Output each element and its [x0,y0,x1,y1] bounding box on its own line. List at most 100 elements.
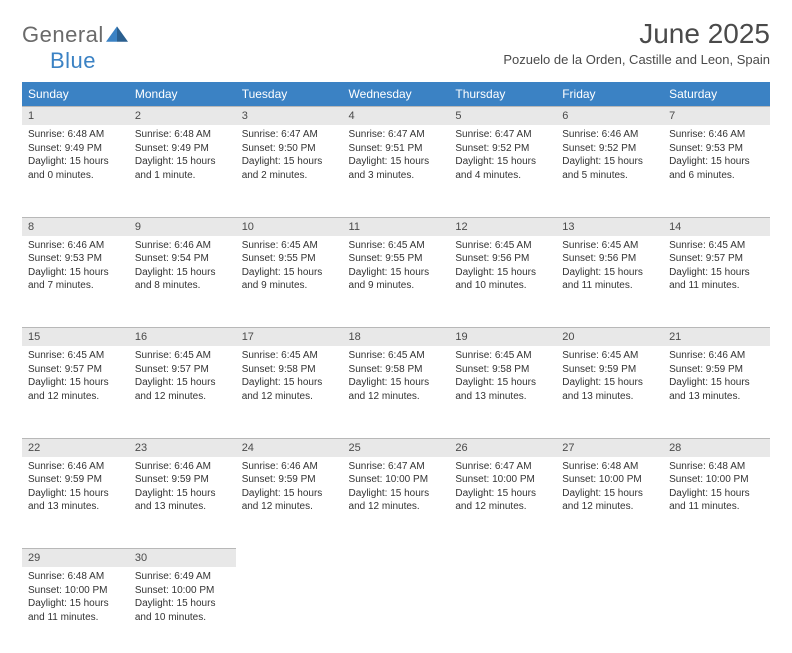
sunrise-line: Sunrise: 6:46 AM [242,460,337,474]
daylight-line: Daylight: 15 hours and 12 minutes. [562,487,657,514]
sunrise-line: Sunrise: 6:47 AM [455,128,550,142]
day-number-cell [449,549,556,568]
sunset-line: Sunset: 9:57 PM [28,363,123,377]
day-number-cell: 1 [22,107,129,126]
day-details: Sunrise: 6:45 AMSunset: 9:55 PMDaylight:… [236,236,343,299]
sunrise-line: Sunrise: 6:45 AM [562,349,657,363]
day-content-cell: Sunrise: 6:48 AMSunset: 10:00 PMDaylight… [663,457,770,543]
day-content-cell: Sunrise: 6:47 AMSunset: 9:50 PMDaylight:… [236,125,343,211]
day-content-cell: Sunrise: 6:46 AMSunset: 9:59 PMDaylight:… [663,346,770,432]
weekday-header: Sunday [22,82,129,107]
day-number-cell: 21 [663,328,770,347]
sunset-line: Sunset: 10:00 PM [349,473,444,487]
sunrise-line: Sunrise: 6:45 AM [242,239,337,253]
day-details: Sunrise: 6:47 AMSunset: 9:50 PMDaylight:… [236,125,343,188]
sunrise-line: Sunrise: 6:45 AM [135,349,230,363]
weekday-header: Friday [556,82,663,107]
logo-text-main: General [22,22,104,47]
sunrise-line: Sunrise: 6:49 AM [135,570,230,584]
day-number-cell [236,549,343,568]
day-number-cell: 18 [343,328,450,347]
sunset-line: Sunset: 9:59 PM [135,473,230,487]
day-number-cell: 19 [449,328,556,347]
day-content-cell: Sunrise: 6:46 AMSunset: 9:59 PMDaylight:… [236,457,343,543]
day-number-cell: 17 [236,328,343,347]
day-content-cell: Sunrise: 6:45 AMSunset: 9:55 PMDaylight:… [343,236,450,322]
day-number-cell: 23 [129,438,236,457]
sunrise-line: Sunrise: 6:46 AM [135,460,230,474]
sunset-line: Sunset: 9:51 PM [349,142,444,156]
day-number-cell: 9 [129,217,236,236]
daylight-line: Daylight: 15 hours and 12 minutes. [349,376,444,403]
daylight-line: Daylight: 15 hours and 12 minutes. [135,376,230,403]
daylight-line: Daylight: 15 hours and 10 minutes. [455,266,550,293]
daylight-line: Daylight: 15 hours and 12 minutes. [242,376,337,403]
day-number-row: 2930 [22,549,770,568]
day-content-row: Sunrise: 6:45 AMSunset: 9:57 PMDaylight:… [22,346,770,432]
day-details: Sunrise: 6:46 AMSunset: 9:59 PMDaylight:… [663,346,770,409]
day-content-row: Sunrise: 6:46 AMSunset: 9:53 PMDaylight:… [22,236,770,322]
sunset-line: Sunset: 9:58 PM [349,363,444,377]
sunrise-line: Sunrise: 6:47 AM [349,128,444,142]
day-details: Sunrise: 6:46 AMSunset: 9:59 PMDaylight:… [129,457,236,520]
day-details: Sunrise: 6:45 AMSunset: 9:56 PMDaylight:… [556,236,663,299]
day-content-cell: Sunrise: 6:47 AMSunset: 9:51 PMDaylight:… [343,125,450,211]
weekday-header: Monday [129,82,236,107]
location-text: Pozuelo de la Orden, Castille and Leon, … [503,52,770,67]
sunrise-line: Sunrise: 6:45 AM [455,349,550,363]
day-details: Sunrise: 6:45 AMSunset: 9:55 PMDaylight:… [343,236,450,299]
weekday-header: Saturday [663,82,770,107]
daylight-line: Daylight: 15 hours and 6 minutes. [669,155,764,182]
daylight-line: Daylight: 15 hours and 9 minutes. [242,266,337,293]
sunrise-line: Sunrise: 6:46 AM [135,239,230,253]
sunset-line: Sunset: 9:49 PM [28,142,123,156]
calendar-table: Sunday Monday Tuesday Wednesday Thursday… [22,82,770,653]
weekday-header: Thursday [449,82,556,107]
title-block: June 2025 Pozuelo de la Orden, Castille … [503,18,770,67]
day-details: Sunrise: 6:46 AMSunset: 9:53 PMDaylight:… [22,236,129,299]
sunrise-line: Sunrise: 6:45 AM [28,349,123,363]
weekday-header: Tuesday [236,82,343,107]
day-details: Sunrise: 6:46 AMSunset: 9:53 PMDaylight:… [663,125,770,188]
day-content-cell [663,567,770,653]
day-details: Sunrise: 6:48 AMSunset: 10:00 PMDaylight… [663,457,770,520]
daylight-line: Daylight: 15 hours and 12 minutes. [349,487,444,514]
logo: General Blue [22,22,128,74]
day-content-row: Sunrise: 6:48 AMSunset: 9:49 PMDaylight:… [22,125,770,211]
daylight-line: Daylight: 15 hours and 8 minutes. [135,266,230,293]
sunset-line: Sunset: 9:55 PM [242,252,337,266]
day-number-row: 15161718192021 [22,328,770,347]
sunrise-line: Sunrise: 6:47 AM [242,128,337,142]
sunset-line: Sunset: 9:50 PM [242,142,337,156]
day-details: Sunrise: 6:46 AMSunset: 9:54 PMDaylight:… [129,236,236,299]
day-content-row: Sunrise: 6:46 AMSunset: 9:59 PMDaylight:… [22,457,770,543]
day-details: Sunrise: 6:46 AMSunset: 9:59 PMDaylight:… [22,457,129,520]
day-number-cell: 30 [129,549,236,568]
sunset-line: Sunset: 10:00 PM [135,584,230,598]
day-details: Sunrise: 6:49 AMSunset: 10:00 PMDaylight… [129,567,236,630]
sunset-line: Sunset: 10:00 PM [455,473,550,487]
day-number-cell: 28 [663,438,770,457]
day-content-cell: Sunrise: 6:45 AMSunset: 9:56 PMDaylight:… [449,236,556,322]
day-number-cell: 13 [556,217,663,236]
sunrise-line: Sunrise: 6:45 AM [242,349,337,363]
daylight-line: Daylight: 15 hours and 11 minutes. [562,266,657,293]
daylight-line: Daylight: 15 hours and 10 minutes. [135,597,230,624]
sunset-line: Sunset: 9:59 PM [242,473,337,487]
day-content-cell [449,567,556,653]
day-number-cell: 11 [343,217,450,236]
day-details: Sunrise: 6:48 AMSunset: 9:49 PMDaylight:… [22,125,129,188]
sunrise-line: Sunrise: 6:48 AM [562,460,657,474]
day-content-cell: Sunrise: 6:45 AMSunset: 9:58 PMDaylight:… [449,346,556,432]
day-number-cell: 29 [22,549,129,568]
day-details: Sunrise: 6:45 AMSunset: 9:57 PMDaylight:… [22,346,129,409]
daylight-line: Daylight: 15 hours and 1 minute. [135,155,230,182]
day-details: Sunrise: 6:45 AMSunset: 9:58 PMDaylight:… [343,346,450,409]
day-content-cell: Sunrise: 6:46 AMSunset: 9:59 PMDaylight:… [22,457,129,543]
daylight-line: Daylight: 15 hours and 4 minutes. [455,155,550,182]
day-content-cell: Sunrise: 6:49 AMSunset: 10:00 PMDaylight… [129,567,236,653]
day-details: Sunrise: 6:47 AMSunset: 10:00 PMDaylight… [343,457,450,520]
day-details: Sunrise: 6:48 AMSunset: 10:00 PMDaylight… [22,567,129,630]
sunrise-line: Sunrise: 6:45 AM [455,239,550,253]
sunset-line: Sunset: 9:56 PM [562,252,657,266]
